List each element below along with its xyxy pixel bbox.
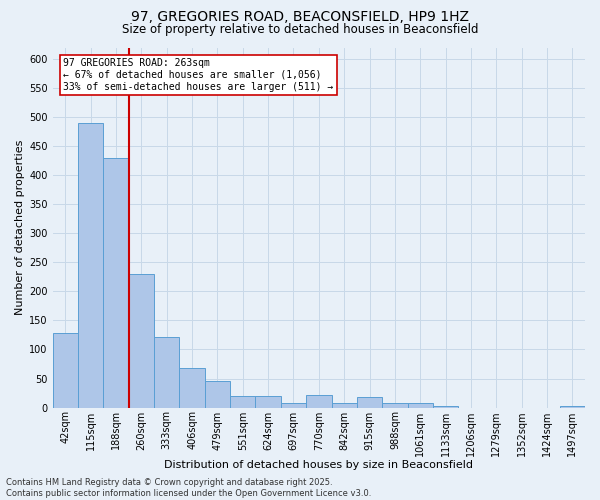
Bar xyxy=(154,336,179,407)
Bar xyxy=(407,403,433,407)
Bar xyxy=(256,396,281,407)
Bar xyxy=(205,382,230,407)
Text: Contains HM Land Registry data © Crown copyright and database right 2025.
Contai: Contains HM Land Registry data © Crown c… xyxy=(6,478,371,498)
Bar xyxy=(179,368,205,408)
Bar xyxy=(78,123,103,408)
X-axis label: Distribution of detached houses by size in Beaconsfield: Distribution of detached houses by size … xyxy=(164,460,473,470)
Bar xyxy=(53,333,78,407)
Bar xyxy=(103,158,129,408)
Text: 97, GREGORIES ROAD, BEACONSFIELD, HP9 1HZ: 97, GREGORIES ROAD, BEACONSFIELD, HP9 1H… xyxy=(131,10,469,24)
Bar xyxy=(129,274,154,407)
Bar xyxy=(281,403,306,407)
Y-axis label: Number of detached properties: Number of detached properties xyxy=(15,140,25,315)
Bar xyxy=(433,406,458,407)
Text: Size of property relative to detached houses in Beaconsfield: Size of property relative to detached ho… xyxy=(122,22,478,36)
Bar xyxy=(306,395,332,407)
Bar xyxy=(382,403,407,407)
Bar xyxy=(230,396,256,407)
Text: 97 GREGORIES ROAD: 263sqm
← 67% of detached houses are smaller (1,056)
33% of se: 97 GREGORIES ROAD: 263sqm ← 67% of detac… xyxy=(63,58,334,92)
Bar xyxy=(332,403,357,407)
Bar xyxy=(560,406,585,407)
Bar xyxy=(357,397,382,407)
